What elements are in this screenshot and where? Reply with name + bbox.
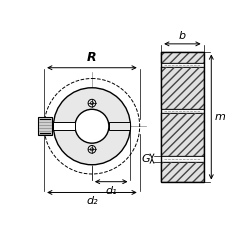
Bar — [161, 113, 203, 156]
Circle shape — [75, 109, 109, 143]
Bar — [161, 52, 203, 63]
Bar — [109, 122, 130, 130]
Bar — [54, 122, 75, 130]
Bar — [161, 162, 203, 182]
Text: b: b — [179, 31, 186, 41]
Bar — [161, 52, 203, 63]
Text: d₂: d₂ — [86, 196, 98, 206]
Bar — [161, 52, 203, 182]
Bar — [161, 109, 203, 113]
Text: d₁: d₁ — [105, 186, 117, 196]
Bar — [161, 67, 203, 109]
Bar — [161, 67, 203, 109]
Bar — [161, 113, 203, 156]
Bar — [38, 117, 52, 136]
Bar — [161, 63, 203, 67]
Circle shape — [54, 88, 130, 165]
Bar — [161, 156, 203, 162]
Text: G: G — [141, 154, 150, 164]
Text: R: R — [87, 51, 97, 64]
Text: m: m — [214, 112, 225, 122]
Bar — [161, 162, 203, 182]
